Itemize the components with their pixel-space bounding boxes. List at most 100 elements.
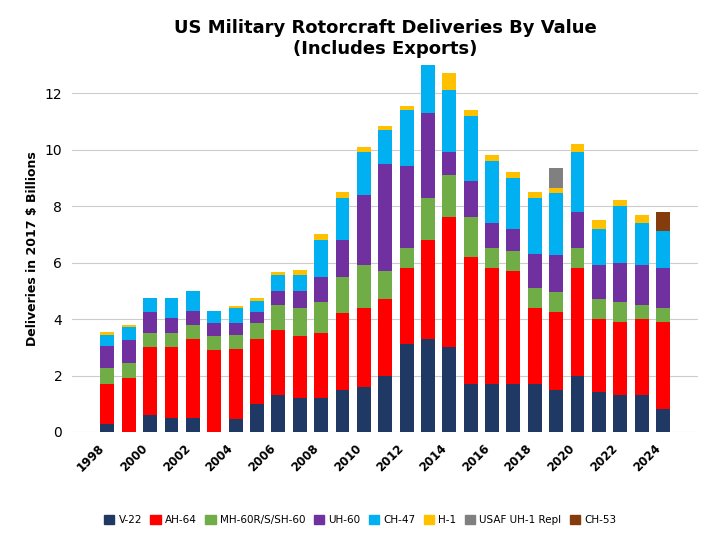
Bar xyxy=(442,73,456,90)
Bar xyxy=(314,398,328,432)
Bar xyxy=(442,175,456,217)
Title: US Military Rotorcraft Deliveries By Value
(Includes Exports): US Military Rotorcraft Deliveries By Val… xyxy=(174,19,597,58)
Bar xyxy=(506,178,521,228)
Bar xyxy=(656,409,670,432)
Bar xyxy=(442,217,456,347)
Bar xyxy=(378,299,392,375)
Bar xyxy=(442,152,456,175)
Bar xyxy=(592,299,606,319)
Bar xyxy=(613,206,627,262)
Bar xyxy=(442,90,456,152)
Bar xyxy=(207,323,221,336)
Bar xyxy=(528,384,541,432)
Bar xyxy=(293,269,307,275)
Bar xyxy=(656,308,670,322)
Bar xyxy=(165,318,179,333)
Bar xyxy=(506,251,521,271)
Bar xyxy=(400,166,413,248)
Bar xyxy=(506,271,521,384)
Bar xyxy=(464,217,477,257)
Bar xyxy=(464,384,477,432)
Bar xyxy=(656,268,670,308)
Bar xyxy=(506,172,521,178)
Bar xyxy=(165,347,179,418)
Bar xyxy=(485,248,499,268)
Bar xyxy=(485,223,499,248)
Bar xyxy=(165,418,179,432)
Bar xyxy=(336,192,349,198)
Bar xyxy=(592,265,606,299)
Bar xyxy=(634,395,649,432)
Bar xyxy=(634,319,649,395)
Bar xyxy=(186,325,200,339)
Bar xyxy=(314,276,328,302)
Bar xyxy=(421,113,435,198)
Bar xyxy=(314,333,328,398)
Bar xyxy=(549,312,563,390)
Bar xyxy=(656,322,670,409)
Bar xyxy=(336,198,349,240)
Bar xyxy=(165,298,179,318)
Bar xyxy=(314,234,328,240)
Bar xyxy=(357,308,371,387)
Bar xyxy=(421,48,435,51)
Bar xyxy=(250,298,264,301)
Legend: V-22, AH-64, MH-60R/S/SH-60, UH-60, CH-47, H-1, USAF UH-1 Repl, CH-53: V-22, AH-64, MH-60R/S/SH-60, UH-60, CH-4… xyxy=(100,511,621,529)
Bar xyxy=(592,228,606,265)
Bar xyxy=(400,110,413,166)
Bar xyxy=(101,423,114,432)
Bar xyxy=(421,198,435,240)
Bar xyxy=(570,248,585,268)
Bar xyxy=(485,384,499,432)
Bar xyxy=(122,340,136,363)
Bar xyxy=(613,200,627,206)
Bar xyxy=(506,228,521,251)
Bar xyxy=(656,212,670,232)
Bar xyxy=(378,271,392,299)
Bar xyxy=(570,268,585,375)
Bar xyxy=(378,125,392,130)
Bar xyxy=(549,188,563,193)
Bar xyxy=(314,240,328,276)
Bar xyxy=(464,110,477,116)
Bar xyxy=(400,268,413,345)
Bar xyxy=(143,347,157,415)
Bar xyxy=(549,255,563,292)
Bar xyxy=(229,419,243,432)
Bar xyxy=(143,298,157,312)
Bar xyxy=(464,180,477,217)
Bar xyxy=(528,308,541,384)
Bar xyxy=(357,265,371,308)
Bar xyxy=(421,51,435,113)
Bar xyxy=(122,379,136,432)
Bar xyxy=(400,345,413,432)
Bar xyxy=(143,333,157,347)
Bar xyxy=(485,161,499,223)
Bar xyxy=(570,375,585,432)
Bar xyxy=(229,349,243,419)
Bar xyxy=(464,116,477,180)
Bar xyxy=(592,319,606,393)
Bar xyxy=(143,415,157,432)
Bar xyxy=(293,398,307,432)
Bar xyxy=(250,339,264,404)
Bar xyxy=(378,130,392,164)
Bar xyxy=(592,220,606,228)
Bar xyxy=(634,305,649,319)
Bar xyxy=(314,302,328,333)
Bar xyxy=(293,275,307,291)
Bar xyxy=(101,332,114,335)
Bar xyxy=(250,323,264,339)
Bar xyxy=(549,292,563,312)
Bar xyxy=(250,312,264,323)
Bar xyxy=(250,301,264,312)
Bar xyxy=(165,333,179,347)
Bar xyxy=(528,254,541,288)
Bar xyxy=(143,312,157,333)
Bar xyxy=(293,308,307,336)
Bar xyxy=(485,268,499,384)
Bar xyxy=(549,390,563,432)
Bar xyxy=(357,195,371,265)
Bar xyxy=(271,291,285,305)
Bar xyxy=(207,350,221,432)
